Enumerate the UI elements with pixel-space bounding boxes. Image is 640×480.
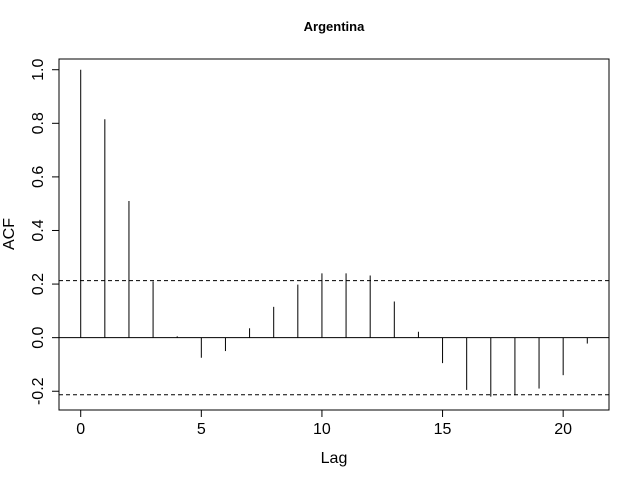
y-tick-label-1.0: 1.0 [30,58,47,80]
x-tick-label-0: 0 [76,421,85,438]
x-axis-label: Lag [321,450,348,467]
plot-frame [58,58,610,411]
x-tick-label-5: 5 [197,421,206,438]
y-axis: -0.2 0.0 0.2 0.4 0.6 0.8 1.0 [30,58,60,405]
y-tick-label--0.2: -0.2 [30,377,47,405]
y-tick-label-0.2: 0.2 [30,273,47,295]
x-axis: 0 5 10 15 20 [76,409,572,438]
y-tick-label-0.8: 0.8 [30,112,47,134]
acf-bars [80,69,588,397]
y-tick-label-0.0: 0.0 [30,326,47,348]
confidence-bounds [59,280,609,396]
y-tick-label-0.6: 0.6 [30,166,47,188]
x-tick-label-10: 10 [313,421,331,438]
y-axis-label: ACF [1,218,18,250]
x-tick-label-15: 15 [434,421,452,438]
y-tick-label-0.4: 0.4 [30,219,47,241]
x-tick-label-20: 20 [554,421,572,438]
chart-title: Argentina [304,19,365,34]
